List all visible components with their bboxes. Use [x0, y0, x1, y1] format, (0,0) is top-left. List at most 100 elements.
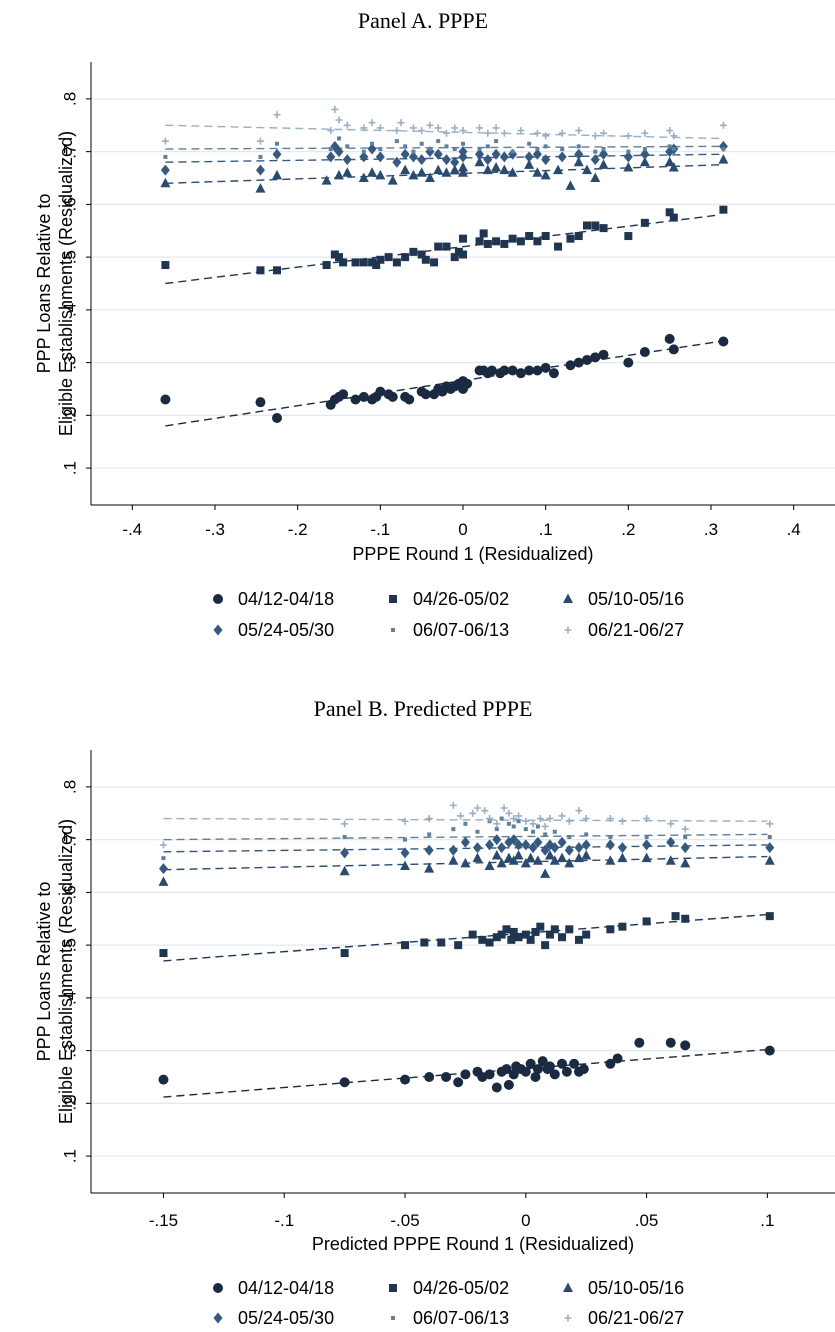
data-point — [358, 172, 369, 183]
data-point — [524, 365, 535, 376]
data-point — [499, 365, 510, 376]
data-point — [550, 842, 560, 854]
data-point — [510, 149, 515, 154]
data-point — [452, 147, 457, 152]
data-point — [549, 1069, 560, 1080]
data-point — [351, 258, 360, 267]
data-point — [272, 148, 282, 160]
data-point — [719, 121, 727, 129]
fit-line — [163, 913, 768, 962]
data-point — [400, 1074, 411, 1085]
data-point — [491, 161, 502, 172]
data-point — [599, 224, 608, 233]
data-point — [424, 844, 434, 856]
data-point — [540, 868, 551, 878]
data-point — [335, 253, 343, 262]
data-point — [484, 860, 495, 871]
data-point — [576, 144, 581, 149]
legend-label: 05/24-05/30 — [238, 620, 334, 640]
series-06/21-06/27 — [161, 105, 727, 145]
data-point — [492, 124, 500, 132]
data-point — [764, 1045, 775, 1056]
data-point — [387, 391, 398, 402]
data-point — [160, 177, 171, 188]
legend-label: 05/10-05/16 — [588, 589, 684, 609]
legend-label: 05/24-05/30 — [238, 1308, 334, 1328]
y-tick-label: .4 — [60, 991, 79, 1005]
data-point — [485, 839, 495, 851]
data-point — [605, 1058, 616, 1069]
data-point — [552, 829, 557, 834]
y-tick-label: .6 — [60, 197, 79, 211]
data-point — [582, 354, 592, 365]
data-point — [400, 847, 410, 859]
data-point — [335, 116, 343, 124]
panel-b: Panel B. Predicted PPPE .1 .2 .3 .4 .5 .6 .7 .8 -… — [34, 696, 835, 1328]
data-point — [598, 349, 609, 360]
x-tick-label: -.2 — [288, 520, 308, 539]
data-point — [397, 119, 405, 127]
data-point — [469, 809, 477, 817]
series-06/07-06/13 — [163, 136, 726, 159]
series-06/21-06/27 — [159, 801, 774, 849]
data-point — [521, 930, 530, 939]
data-point — [483, 154, 493, 166]
data-point — [427, 147, 432, 152]
data-point — [341, 820, 349, 828]
data-point — [549, 855, 560, 865]
data-point — [442, 242, 451, 251]
data-point — [475, 829, 480, 834]
data-point — [665, 1037, 676, 1048]
data-point — [680, 857, 691, 868]
series-04/26-05/02 — [161, 205, 728, 275]
data-point — [424, 863, 435, 873]
data-point — [491, 849, 502, 860]
legend-marker — [213, 1312, 223, 1324]
data-point — [404, 394, 415, 405]
data-point — [460, 836, 470, 848]
chart-title: Panel A. PPPE — [358, 8, 488, 33]
data-point — [372, 261, 381, 270]
data-point — [424, 172, 435, 183]
data-point — [491, 1082, 502, 1093]
data-point — [644, 835, 649, 840]
data-point — [463, 821, 468, 826]
data-point — [358, 391, 369, 402]
data-point — [158, 876, 169, 886]
data-point — [338, 389, 349, 400]
data-point — [430, 258, 439, 267]
data-point — [417, 250, 426, 259]
data-point — [403, 144, 408, 149]
x-tick-label: -.05 — [390, 1211, 419, 1230]
data-point — [255, 183, 266, 193]
data-point — [492, 834, 502, 846]
data-point — [529, 820, 537, 828]
data-point — [472, 842, 482, 854]
data-point — [400, 164, 411, 175]
series-05/10-05/16 — [160, 154, 729, 193]
series-04/12-04/18 — [158, 1037, 775, 1093]
data-point — [584, 832, 589, 837]
y-tick-label: .8 — [60, 92, 79, 106]
x-tick-label: .1 — [539, 520, 553, 539]
legend-marker — [213, 594, 223, 604]
data-point — [400, 860, 411, 871]
data-point — [500, 129, 508, 137]
data-point — [441, 1071, 452, 1082]
data-point — [530, 1071, 541, 1082]
y-axis-title-line: PPP Loans Relative to — [34, 194, 54, 374]
data-point — [553, 164, 564, 175]
data-point — [617, 842, 627, 854]
data-point — [548, 368, 559, 379]
fit-line — [165, 124, 720, 140]
data-point — [322, 261, 331, 270]
data-point — [458, 161, 468, 172]
data-point — [582, 815, 590, 823]
data-point — [509, 927, 518, 936]
data-point — [340, 949, 349, 958]
data-point — [541, 232, 550, 241]
data-point — [567, 835, 572, 840]
x-axis-title: PPPE Round 1 (Residualized) — [352, 544, 593, 564]
y-tick-label: .7 — [60, 833, 79, 847]
data-point — [485, 144, 490, 149]
